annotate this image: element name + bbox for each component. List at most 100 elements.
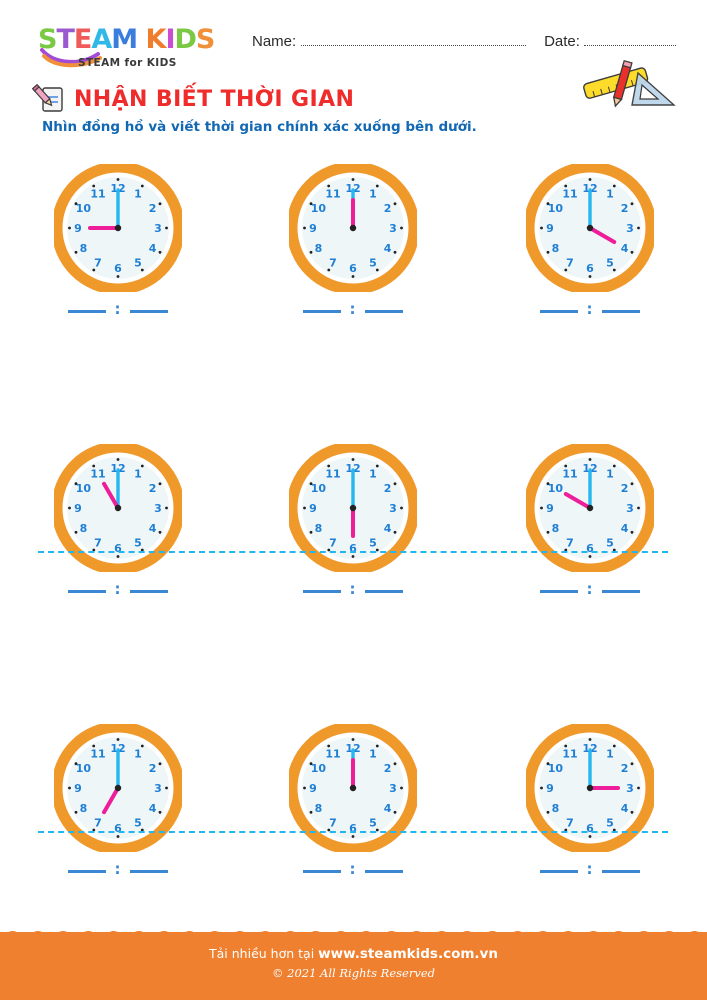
svg-text:10: 10 (547, 762, 563, 775)
answer-line-7[interactable]: : (67, 862, 168, 877)
svg-text:7: 7 (94, 537, 102, 550)
svg-text:8: 8 (551, 522, 559, 535)
logo-subtitle: STEAM for KIDS (78, 57, 177, 69)
answer-line-8[interactable]: : (302, 862, 403, 877)
hour-blank[interactable] (67, 310, 106, 313)
hour-blank[interactable] (302, 590, 341, 593)
minute-blank[interactable] (601, 590, 640, 593)
svg-text:6: 6 (586, 262, 594, 275)
svg-text:11: 11 (90, 187, 105, 200)
svg-text:7: 7 (566, 257, 574, 270)
svg-text:9: 9 (546, 222, 554, 235)
svg-text:3: 3 (389, 222, 397, 235)
svg-text:11: 11 (325, 747, 340, 760)
svg-text:5: 5 (369, 817, 377, 830)
minute-blank[interactable] (601, 310, 640, 313)
svg-text:10: 10 (75, 202, 91, 215)
svg-text:5: 5 (606, 817, 614, 830)
svg-text:4: 4 (148, 242, 156, 255)
page-header: STEAM KIDS STEAM for KIDS Name: Date: (0, 0, 707, 108)
logo-swoosh-icon (40, 48, 102, 68)
hour-blank[interactable] (302, 870, 341, 873)
minute-blank[interactable] (129, 590, 168, 593)
svg-text:7: 7 (329, 537, 337, 550)
svg-text:5: 5 (606, 537, 614, 550)
svg-text:4: 4 (383, 522, 391, 535)
svg-text:10: 10 (547, 202, 563, 215)
svg-text:10: 10 (547, 482, 563, 495)
svg-text:2: 2 (383, 202, 391, 215)
clock-row: 12 1 2 3 4 5 6 7 8 9 10 11:12 1 2 3 4 5 6 7 8 9 10 11:12 1 2 3 4 5 6… (0, 160, 707, 440)
page-subtitle: Nhìn đồng hồ và viết thời gian chính xác… (42, 119, 477, 135)
svg-text:6: 6 (349, 542, 357, 555)
svg-text:1: 1 (606, 467, 614, 480)
answer-line-2[interactable]: : (302, 302, 403, 317)
svg-text:6: 6 (114, 822, 122, 835)
svg-text:9: 9 (74, 222, 82, 235)
name-input-line[interactable] (300, 33, 526, 46)
exercise-item-7: 12 1 2 3 4 5 6 7 8 9 10 11: (0, 720, 235, 1000)
answer-line-6[interactable]: : (539, 582, 640, 597)
svg-text:9: 9 (74, 502, 82, 515)
minute-blank[interactable] (364, 310, 403, 313)
svg-text:7: 7 (329, 817, 337, 830)
minute-blank[interactable] (129, 310, 168, 313)
svg-text:7: 7 (329, 257, 337, 270)
footer-website[interactable]: www.steamkids.com.vn (318, 946, 498, 962)
svg-text:4: 4 (148, 522, 156, 535)
clock-row: 12 1 2 3 4 5 6 7 8 9 10 11:12 1 2 3 4 5 6 7 8 9 10 11:12 1 2 3 4 5 6… (0, 440, 707, 720)
time-colon: : (349, 580, 356, 598)
svg-text:9: 9 (309, 222, 317, 235)
logo-letter: M (111, 24, 138, 55)
minute-blank[interactable] (364, 590, 403, 593)
svg-text:5: 5 (369, 537, 377, 550)
logo-letter: S (38, 24, 57, 55)
svg-text:6: 6 (114, 542, 122, 555)
logo-letter: I (165, 24, 175, 55)
svg-text:4: 4 (383, 242, 391, 255)
exercise-item-4: 12 1 2 3 4 5 6 7 8 9 10 11: (0, 440, 235, 720)
svg-text:1: 1 (134, 747, 142, 760)
svg-text:8: 8 (79, 802, 87, 815)
time-colon: : (114, 580, 121, 598)
svg-text:11: 11 (562, 747, 577, 760)
hour-blank[interactable] (67, 590, 106, 593)
ruler-pencil-triangle-icon (583, 59, 676, 108)
exercise-item-3: 12 1 2 3 4 5 6 7 8 9 10 11: (472, 160, 707, 440)
answer-line-1[interactable]: : (67, 302, 168, 317)
hour-blank[interactable] (302, 310, 341, 313)
minute-blank[interactable] (129, 870, 168, 873)
logo-letter: E (73, 24, 92, 55)
exercise-item-2: 12 1 2 3 4 5 6 7 8 9 10 11: (235, 160, 470, 440)
svg-text:1: 1 (134, 467, 142, 480)
svg-text:2: 2 (148, 762, 156, 775)
answer-line-3[interactable]: : (539, 302, 640, 317)
logo-wordmark: STEAM KIDS (38, 26, 238, 54)
svg-text:7: 7 (94, 817, 102, 830)
answer-line-4[interactable]: : (67, 580, 168, 598)
date-input-line[interactable] (584, 33, 677, 46)
hour-blank[interactable] (67, 870, 106, 873)
svg-text:3: 3 (154, 782, 162, 795)
svg-text:3: 3 (626, 502, 634, 515)
svg-text:1: 1 (369, 187, 377, 200)
svg-text:5: 5 (134, 537, 142, 550)
scallop-edge (0, 931, 707, 941)
answer-line-5[interactable]: : (302, 580, 403, 598)
svg-text:7: 7 (566, 817, 574, 830)
hour-blank[interactable] (539, 870, 578, 873)
svg-text:2: 2 (148, 482, 156, 495)
svg-text:2: 2 (148, 202, 156, 215)
hour-blank[interactable] (539, 590, 578, 593)
svg-text:6: 6 (114, 262, 122, 275)
minute-blank[interactable] (601, 870, 640, 873)
svg-text:2: 2 (620, 762, 628, 775)
hour-blank[interactable] (539, 310, 578, 313)
answer-line-9[interactable]: : (539, 862, 640, 877)
minute-blank[interactable] (364, 870, 403, 873)
clock-row: 12 1 2 3 4 5 6 7 8 9 10 11:12 1 2 3 4 5 6 7 8 9 10 11:12 1 2 3 4 5 6… (0, 720, 707, 1000)
clock-grid: 12 1 2 3 4 5 6 7 8 9 10 11:12 1 2 3 4 5 6 7 8 9 10 11:12 1 2 3 4 5 6… (0, 160, 707, 1000)
